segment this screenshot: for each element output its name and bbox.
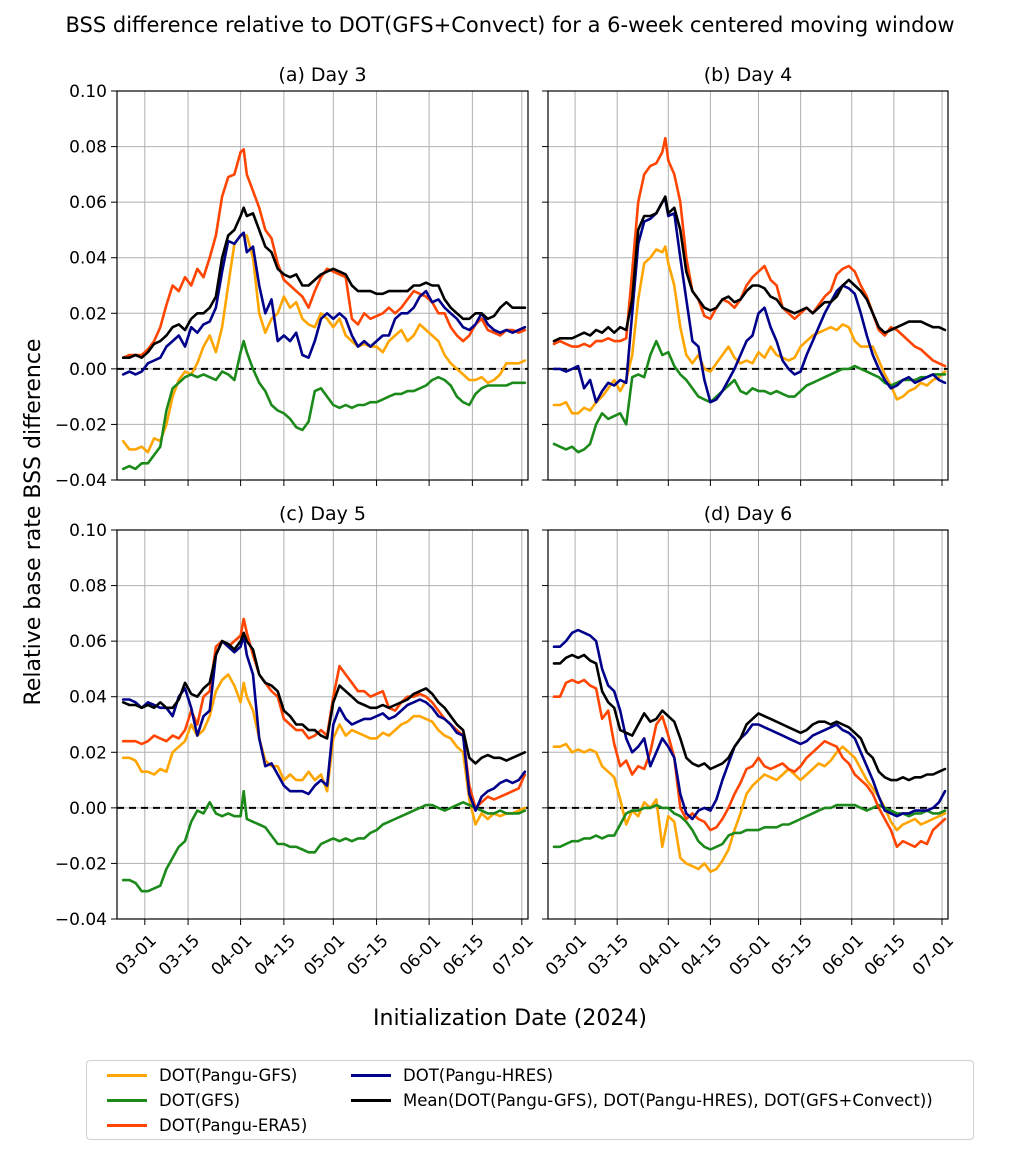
- legend-swatch-mean: [351, 1099, 391, 1102]
- panel-frame: [116, 90, 529, 481]
- series-line-pangu-hres: [121, 634, 527, 812]
- legend-item-pangu-era5: DOT(Pangu-ERA5): [107, 1116, 307, 1135]
- legend-item-mean: Mean(DOT(Pangu-GFS), DOT(Pangu-HRES), DO…: [351, 1091, 933, 1110]
- x-tick-label: 04-01: [635, 931, 684, 980]
- series-line-pangu-era5: [121, 148, 527, 359]
- panel-title: (d) Day 6: [704, 503, 793, 525]
- panel-title: (a) Day 3: [278, 64, 366, 86]
- legend-item-pangu-hres: DOT(Pangu-HRES): [351, 1066, 553, 1085]
- y-tick-label: 0.00: [69, 799, 107, 819]
- x-tick-label: 07-01: [489, 931, 538, 980]
- x-tick-label: 04-15: [251, 931, 300, 980]
- chart-panel-1: −0.04 −0.02 0.00 0.02 0.04 0.06 0.08 0.10 (a) Da…: [55, 64, 529, 491]
- x-tick-label: 05-01: [725, 931, 774, 980]
- y-tick-label: 0.02: [69, 743, 107, 763]
- y-tick-label: −0.04: [55, 910, 107, 930]
- figure-title: BSS difference relative to DOT(GFS+Conve…: [65, 13, 954, 37]
- series-line-mean: [121, 631, 527, 765]
- legend-swatch-pangu-gfs: [107, 1074, 147, 1077]
- legend-label-mean: Mean(DOT(Pangu-GFS), DOT(Pangu-HRES), DO…: [403, 1091, 933, 1110]
- series-line-pangu-era5: [552, 678, 947, 849]
- y-axis-label: Relative base rate BSS difference: [21, 339, 46, 706]
- x-tick-label: 04-01: [208, 931, 257, 980]
- series-line-gfs: [121, 339, 527, 471]
- y-tick-label: 0.02: [69, 304, 107, 324]
- panel-title: (c) Day 5: [279, 503, 366, 525]
- series-line-mean: [552, 195, 947, 343]
- y-tick-label: −0.02: [55, 854, 107, 874]
- x-tick-label: 07-01: [909, 931, 958, 980]
- x-axis-label: Initialization Date (2024): [373, 1006, 647, 1031]
- series-line-gfs: [121, 789, 527, 893]
- x-tick-label: 06-01: [819, 931, 868, 980]
- series-line-gfs: [552, 339, 947, 454]
- y-tick-label: −0.02: [55, 415, 107, 435]
- x-tick-label: 03-01: [542, 931, 591, 980]
- series-line-mean: [121, 206, 527, 359]
- series-line-pangu-hres: [121, 231, 527, 376]
- x-tick-label: 03-15: [155, 931, 204, 980]
- series-line-pangu-hres: [552, 198, 947, 404]
- y-tick-label: 0.04: [69, 249, 107, 269]
- panel-frame: [547, 90, 949, 481]
- y-tick-label: 0.10: [69, 521, 107, 541]
- x-tick-label: 06-15: [861, 931, 910, 980]
- chart-panel-3: −0.04−0.020.000.020.040.060.080.1003-010…: [55, 503, 538, 980]
- legend-label-pangu-era5: DOT(Pangu-ERA5): [159, 1116, 308, 1135]
- x-tick-label: 03-15: [584, 931, 633, 980]
- y-tick-label: 0.10: [69, 82, 107, 102]
- panel-title: (b) Day 4: [704, 64, 793, 86]
- legend: DOT(Pangu-GFS) DOT(GFS) DOT(Pangu-ERA5) …: [86, 1060, 974, 1140]
- x-tick-label: 03-01: [112, 931, 161, 980]
- legend-label-pangu-gfs: DOT(Pangu-GFS): [159, 1066, 298, 1085]
- y-tick-label: 0.08: [69, 577, 107, 597]
- y-tick-label: −0.04: [55, 471, 107, 491]
- legend-item-gfs: DOT(GFS): [107, 1091, 240, 1110]
- x-tick-label: 04-15: [677, 931, 726, 980]
- legend-label-pangu-hres: DOT(Pangu-HRES): [403, 1066, 554, 1085]
- series-line-pangu-era5: [552, 136, 947, 368]
- x-tick-label: 05-15: [344, 931, 393, 980]
- series-line-pangu-gfs: [552, 245, 947, 415]
- x-tick-label: 06-15: [439, 931, 488, 980]
- series-line-pangu-gfs: [121, 673, 527, 826]
- x-tick-label: 05-15: [768, 931, 817, 980]
- y-tick-label: 0.00: [69, 360, 107, 380]
- panel-frame: [547, 529, 949, 920]
- chart-panels: −0.04 −0.02 0.00 0.02 0.04 0.06 0.08 0.10 (a) Da…: [55, 64, 958, 980]
- y-tick-label: 0.08: [69, 138, 107, 158]
- y-tick-label: 0.06: [69, 193, 107, 213]
- panel-frame: [116, 529, 529, 920]
- y-tick-label: 0.06: [69, 632, 107, 652]
- legend-swatch-pangu-hres: [351, 1074, 391, 1077]
- chart-panel-2: (b) Day 4: [542, 64, 949, 486]
- series-line-pangu-hres: [552, 628, 947, 821]
- series-line-gfs: [552, 803, 947, 851]
- legend-swatch-gfs: [107, 1099, 147, 1102]
- legend-swatch-pangu-era5: [107, 1124, 147, 1127]
- series-line-mean: [552, 653, 947, 782]
- y-tick-label: 0.04: [69, 688, 107, 708]
- legend-label-gfs: DOT(GFS): [159, 1091, 241, 1110]
- x-tick-label: 06-01: [396, 931, 445, 980]
- x-tick-label: 05-01: [300, 931, 349, 980]
- legend-item-pangu-gfs: DOT(Pangu-GFS): [107, 1066, 297, 1085]
